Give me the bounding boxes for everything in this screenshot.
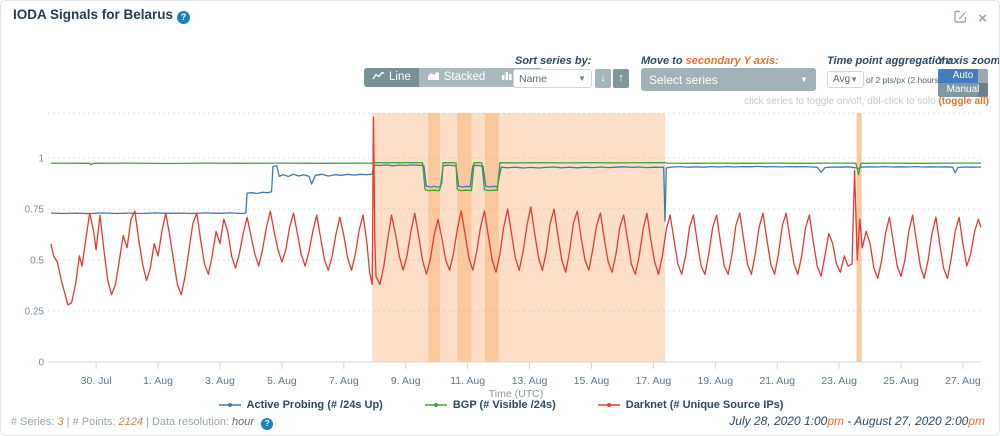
x-tick-label: 30. Jul <box>81 375 112 387</box>
x-tick-label: 15. Aug <box>574 375 610 387</box>
stacked-chart-icon <box>427 71 440 83</box>
close-icon[interactable]: × <box>978 10 987 27</box>
outage-highlight-region <box>372 113 665 362</box>
x-tick-label: 25. Aug <box>883 375 919 387</box>
move-secondary-label: Move to secondary Y axis: <box>641 55 779 67</box>
help-icon[interactable]: ? <box>177 11 191 24</box>
aggregation-label: Time point aggregation: <box>827 55 953 67</box>
chevron-down-icon: ▼ <box>850 75 858 84</box>
series-line[interactable] <box>50 116 982 306</box>
x-tick-label: 7. Aug <box>329 375 359 387</box>
bar-chart-icon <box>501 71 513 83</box>
y-tick-label: 0.75 <box>25 205 45 216</box>
legend-marker <box>597 403 620 407</box>
y-tick-label: 1 <box>38 154 44 165</box>
help-icon[interactable]: ? <box>261 418 274 430</box>
series-count: 3 <box>57 416 64 428</box>
series-line[interactable] <box>50 164 982 222</box>
points-count: 2124 <box>118 416 143 428</box>
sort-descending-button[interactable]: ↓ <box>595 69 611 88</box>
chevron-down-icon: ▼ <box>578 74 586 83</box>
chart-stats: # Series: 3 | # Points: 2124 | Data reso… <box>11 416 274 430</box>
x-tick-label: 17. Aug <box>636 375 672 387</box>
sort-series-label: Sort series by: <box>515 55 592 67</box>
select-series-dropdown[interactable]: Select series ▼ <box>641 68 816 91</box>
yaxis-zoom-auto-button[interactable]: Auto <box>938 69 988 83</box>
legend-label: BGP (# Visible /24s) <box>452 399 556 411</box>
legend-marker <box>218 403 241 407</box>
x-tick-label: 9. Aug <box>391 375 421 387</box>
edit-icon[interactable] <box>953 9 968 29</box>
series-toggle-hint: click series to toggle on/off, dbl-click… <box>744 96 989 107</box>
legend-marker <box>424 403 447 407</box>
y-tick-label: 0 <box>38 358 44 369</box>
aggregation-detail: of 2 pts/px (2 hours) <box>866 75 942 85</box>
stacked-view-button[interactable]: Stacked <box>418 68 494 87</box>
page-title-text: IODA Signals for Belarus <box>13 7 174 22</box>
yaxis-zoom-manual-button[interactable]: Manual <box>938 83 988 97</box>
x-tick-label: 1. Aug <box>143 375 173 387</box>
page-title: IODA Signals for Belarus? <box>13 7 191 24</box>
sort-ascending-button[interactable]: ↑ <box>613 69 629 88</box>
toggle-all-link[interactable]: (toggle all) <box>938 96 989 107</box>
x-tick-label: 19. Aug <box>697 375 733 387</box>
y-tick-label: 0.25 <box>25 307 45 318</box>
x-tick-label: 21. Aug <box>759 375 795 387</box>
legend-item-2[interactable]: Darknet (# Unique Source IPs) <box>597 399 784 411</box>
x-tick-label: 3. Aug <box>205 375 235 387</box>
y-tick-label: 0.5 <box>30 256 44 267</box>
legend-item-0[interactable]: Active Probing (# /24s Up) <box>218 399 383 411</box>
outage-highlight-region <box>485 113 499 362</box>
aggregation-select[interactable]: Avg ▼ <box>827 71 864 88</box>
x-tick-label: 11. Aug <box>450 375 485 387</box>
x-tick-label: 23. Aug <box>821 375 857 387</box>
signals-time-series-chart[interactable]: 30. Jul 1. Aug 3. Aug 5. Aug 7. Aug 9. Aug 11.… <box>1 106 1000 406</box>
yaxis-zoom-label: Y axis zoom: <box>937 55 1000 67</box>
legend-label: Darknet (# Unique Source IPs) <box>625 399 784 411</box>
series-line[interactable] <box>50 162 981 192</box>
date-range: July 28, 2020 1:00pm - August 27, 2020 2… <box>729 414 985 428</box>
line-chart-icon <box>372 71 385 83</box>
chart-legend: Active Probing (# /24s Up) BGP (# Visible… <box>1 399 999 411</box>
sort-series-select[interactable]: Name ▼ <box>513 69 592 88</box>
line-view-button[interactable]: Line <box>364 68 419 87</box>
legend-label: Active Probing (# /24s Up) <box>246 399 383 411</box>
x-tick-label: 13. Aug <box>512 375 548 387</box>
x-tick-label: 5. Aug <box>267 375 297 387</box>
x-tick-label: 27. Aug <box>945 375 981 387</box>
x-axis-title: Time (UTC) <box>489 388 543 400</box>
legend-item-1[interactable]: BGP (# Visible /24s) <box>424 399 556 411</box>
chevron-down-icon: ▼ <box>800 75 808 84</box>
data-resolution: hour <box>232 416 255 428</box>
outage-highlight-region <box>457 113 472 362</box>
